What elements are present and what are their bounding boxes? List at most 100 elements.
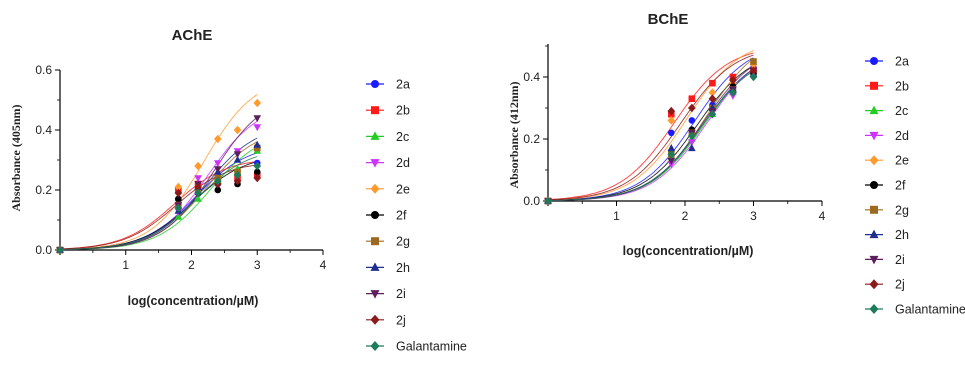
bche-legend-item: 2g [865,203,909,217]
bche-fit-curve-2j [547,54,754,201]
bche-legend-label: 2b [895,79,909,93]
bche-legend-marker [869,131,879,141]
bche-fit-curve-2i [547,65,754,201]
ache-legend-item: 2g [366,235,410,249]
bche-data-point-galantamine [749,72,758,82]
bche-legend-label: 2h [895,228,909,242]
bche-legend-item: 2b [865,79,909,93]
bche-data-point-2j [749,66,758,76]
ache-legend-item: 2d [366,156,410,170]
bche-data-point-2j [667,106,676,116]
ache-legend-item: 2b [366,104,410,118]
ache-legend-label: 2c [396,130,409,144]
ache-legend-marker [370,159,380,168]
ache-x-axis-label: log(concentration/µM) [128,294,259,308]
ache-data-point-2i [233,151,242,159]
bche-legend-item: 2j [865,278,905,292]
bche-data-point-2j [729,75,737,85]
bche-legend-marker [869,155,879,166]
ache-data-point-2j [253,173,262,183]
bche-y-tick-label: 0.4 [523,70,540,84]
ache-data-point-2j [233,176,242,186]
ache-data-point-2e [233,125,242,135]
bche-chart: BChE Absorbance (412nm) log(concentratio… [507,11,965,317]
ache-data-point-2f [175,195,182,203]
ache-legend-label: 2g [396,235,410,249]
bche-legend-label: 2d [895,129,909,143]
ache-data-point-2e [253,98,262,108]
bche-legend-marker [869,105,879,115]
ache-legend-marker [371,106,379,115]
bche-data-point-galantamine [688,131,696,141]
ache-data-point-galantamine [253,161,262,171]
bche-data-point-2e [667,116,676,125]
bche-fit-curve-2g [547,58,754,201]
bche-legend-item: 2h [865,228,909,242]
ache-legend-marker [370,183,380,194]
ache-data-point-galantamine [214,176,222,186]
bche-legend-item: 2c [865,104,908,118]
ache-x-tick-label: 2 [188,258,195,272]
bche-legend-item: 2a [865,55,909,69]
ache-legend-label: 2j [396,313,406,327]
bche-legend-label: 2j [895,278,905,292]
bche-legend-label: 2e [895,154,909,168]
ache-y-tick-label: 0.6 [35,63,52,77]
bche-data-point-galantamine [708,109,717,119]
ache-legend-item: 2e [366,182,410,196]
ache-legend: 2a 2b 2c 2d 2e 2f 2g 2h 2i 2j Galantamine [366,78,467,354]
ache-fit-curve-galantamine [59,156,258,250]
ache-legend-label: 2a [396,78,410,92]
ache-data-point-2e [194,161,202,171]
ache-data-point-2i [253,115,262,123]
bche-data-point-galantamine [544,196,552,206]
bche-x-tick-label: 2 [682,209,689,223]
ache-fit-curve-2c [60,146,258,251]
bche-legend-label: 2c [895,104,908,118]
bche-fit-curve-2a [547,57,754,201]
bche-x-tick-label: 4 [819,209,826,223]
bche-legend-item: Galantamine [865,303,965,317]
ache-data-point-2c [174,212,183,220]
ache-data-point-2h [253,140,262,148]
bche-fit-curve-2b [547,52,754,200]
bche-fit-curve-2f [547,65,754,201]
ache-data-point-2h [233,155,242,163]
ache-legend-item: Galantamine [366,340,467,354]
bche-legend-label: 2a [895,55,909,69]
ache-y-tick-label: 0.2 [35,183,52,197]
bche-x-axis-label: log(concentration/µM) [623,244,754,258]
bche-x-tick-label: 1 [613,209,620,223]
bche-data-points [544,58,758,206]
bche-legend-item: 2i [865,253,905,267]
ache-data-point-2g [253,144,261,152]
ache-chart: AChE Absorbance (405nm) log(concentratio… [9,27,467,354]
ache-data-point-2d [253,124,262,132]
bche-data-point-2e [708,88,717,97]
ache-data-point-2i [214,166,222,174]
ache-data-point-2e [174,182,183,192]
ache-data-point-2f [253,168,261,176]
bche-legend-marker [870,81,878,90]
bche-data-point-2j [688,103,696,113]
ache-legend-item: 2i [366,287,406,301]
ache-legend-marker [370,290,380,299]
ache-y-axis-label: Absorbance (405nm) [9,104,23,211]
bche-fit-curve-galantamine [547,70,754,201]
ache-data-point-2d [214,160,222,168]
bche-data-point-2a [668,129,675,137]
bche-legend: 2a 2b 2c 2d 2e 2f 2g 2h 2i 2j Galantamine [865,55,965,317]
ache-x-tick-label: 4 [320,258,327,272]
ache-legend-marker [370,131,380,140]
bche-data-point-galantamine [729,88,737,97]
ache-legend-marker [370,262,380,271]
ache-legend-marker [371,211,379,219]
bche-legend-label: 2i [895,253,905,267]
bche-legend-marker [870,205,878,214]
ache-legend-marker [371,237,379,246]
bche-y-tick-label: 0.2 [523,132,540,146]
ache-legend-item: 2f [366,209,407,223]
bche-legend-marker [870,181,878,189]
bche-data-point-2j [708,94,717,103]
ache-x-tick-label: 3 [254,258,261,272]
